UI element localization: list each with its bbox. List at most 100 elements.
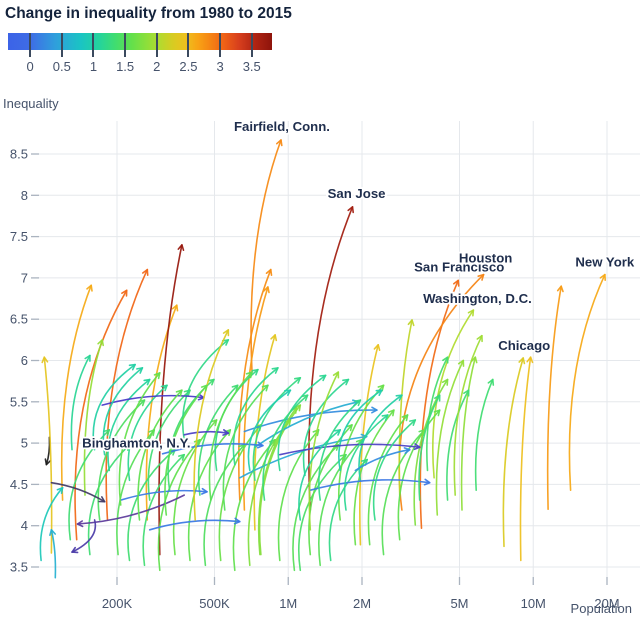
trajectory-arrow [214, 368, 259, 472]
arrow-head [467, 309, 475, 317]
trajectory-arrow [107, 378, 151, 472]
arrow-head [375, 389, 383, 396]
y-tick-label: 6.5 [10, 312, 28, 327]
y-tick-label: 6 [21, 353, 28, 368]
arrow-head [256, 441, 264, 449]
arrow-head [251, 368, 259, 376]
trajectory-arrow [338, 389, 383, 472]
y-tick-label: 5.5 [10, 394, 28, 409]
trajectory-arrow [277, 374, 327, 472]
colorbar-tick [29, 33, 32, 57]
arrow-head [409, 419, 417, 426]
trajectory-arrow [298, 429, 341, 521]
arrow-head [98, 496, 106, 503]
trajectory-arrow [419, 279, 459, 529]
arrow-head [222, 329, 230, 337]
trajectory-arrow [253, 334, 276, 531]
arrow-head [265, 268, 273, 276]
trajectory-arrow [197, 384, 239, 496]
trajectory-arrow [435, 359, 465, 516]
x-tick-label: 20M [594, 596, 619, 611]
trajectory-arrow [354, 448, 411, 472]
arrow-head [222, 429, 230, 436]
trajectory-arrow [76, 494, 185, 525]
colorbar-tick-label: 1 [89, 59, 98, 74]
arrow-head [556, 285, 564, 293]
arrow-head [168, 448, 176, 456]
arrow-head [86, 284, 93, 292]
arrow-head [301, 394, 309, 402]
x-tick-label: 5M [450, 596, 468, 611]
x-axis-title: Population [570, 601, 632, 616]
arrow-head [526, 356, 534, 364]
trajectory-arrow [353, 409, 395, 546]
arrow-head [477, 273, 485, 281]
colorbar-tick-label: 2 [153, 59, 161, 74]
trajectory-arrow [242, 286, 269, 511]
arrow-head [361, 458, 368, 466]
arrow-head [142, 268, 149, 276]
trajectory-arrow [243, 409, 378, 433]
arrow-head [136, 367, 144, 374]
trajectory-arrow [372, 419, 417, 521]
trajectory-arrow [148, 519, 241, 531]
arrow-head [44, 458, 52, 466]
arrow-head [453, 279, 460, 287]
arrow-head [457, 359, 465, 367]
arrow-head [261, 384, 269, 392]
city-label: Washington, D.C. [423, 291, 532, 306]
arrow-head [76, 520, 84, 528]
trajectory-arrow [252, 377, 302, 482]
gridlines [38, 121, 640, 578]
trajectory-arrow [262, 394, 309, 501]
arrow-head [207, 378, 215, 386]
colorbar: 0 0.5 1 1.5 2 2.5 3 3.5 [8, 33, 272, 74]
axis-ticks: 3.5 4 4.5 5 5.5 6 6.5 7 7.5 8 8.5 200K 500K 1M 2M 5M 10M… [10, 147, 620, 612]
colorbar-tick [187, 33, 190, 57]
arrow-head [183, 389, 191, 397]
trajectory-arrow [302, 378, 350, 477]
trajectory-arrow [164, 384, 208, 516]
trajectory-arrow [446, 389, 470, 501]
trajectory-arrow [398, 273, 485, 511]
y-tick-label: 4 [21, 518, 28, 533]
arrow-head [599, 273, 606, 281]
trajectory-arrow [50, 529, 57, 579]
city-labels: Binghamton, N.Y. Fairfield, Conn. San Jose… [80, 117, 636, 452]
arrow-head [177, 244, 185, 251]
arrow-head [128, 363, 136, 371]
trajectory-arrow [187, 429, 232, 562]
trajectory-arrow [45, 436, 51, 466]
colorbar-tick-label: 2.5 [179, 59, 198, 74]
trajectory-arrow [277, 429, 320, 562]
trajectory-arrow [397, 409, 441, 541]
x-tick-label: 500K [199, 596, 230, 611]
trajectory-arrow [222, 384, 269, 511]
arrow-head [373, 344, 381, 351]
trajectory-arrow [232, 367, 279, 466]
y-tick-label: 8.5 [10, 147, 28, 162]
trajectory-arrow [74, 289, 128, 541]
chart-title: Change in inequality from 1980 to 2015 [5, 5, 292, 22]
city-label: Houston [459, 251, 512, 266]
trajectory-arrow [453, 334, 483, 496]
trajectory-arrow [118, 372, 161, 506]
arrow-head [178, 453, 185, 461]
trajectory-arrow [102, 367, 144, 456]
arrow-head [210, 419, 218, 427]
colorbar-tick [124, 33, 127, 57]
arrow-head [276, 139, 283, 147]
trajectory-arrow [254, 401, 359, 448]
arrow-head [263, 286, 270, 294]
arrow-head [294, 377, 302, 384]
colorbar-tick [155, 33, 158, 57]
arrow-head [463, 389, 470, 397]
colorbar-tick-label: 1.5 [116, 59, 135, 74]
trajectory-arrow [158, 244, 183, 556]
arrow-head [342, 378, 350, 386]
arrow-head [401, 414, 409, 422]
arrow-head [71, 546, 79, 554]
trajectory-arrow [119, 489, 208, 501]
